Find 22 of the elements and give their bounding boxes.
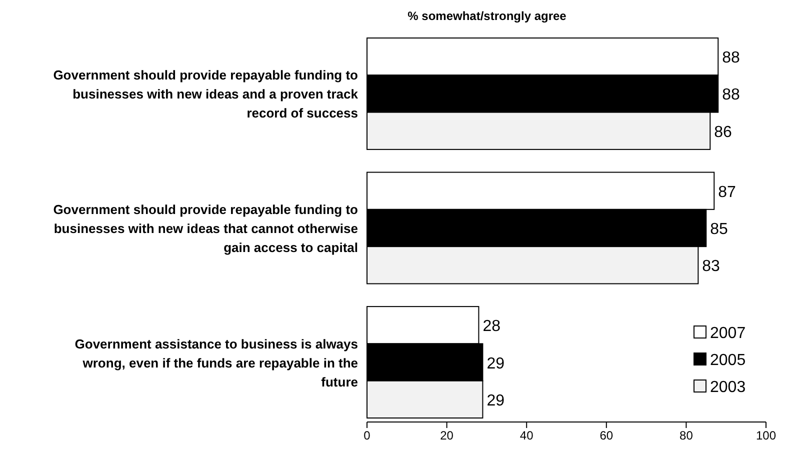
x-tick-label: 100 [756,428,776,443]
data-label: 85 [710,221,728,238]
data-label: 88 [722,50,740,67]
legend-label: 2003 [710,379,746,396]
data-label: 88 [722,86,740,104]
data-label: 29 [486,355,505,372]
data-label: 83 [702,258,720,276]
data-label: 29 [486,392,505,410]
x-tick-label: 40 [520,428,534,443]
x-tick-label: 60 [600,428,614,443]
legend-label: 2005 [710,352,746,369]
x-tick-label: 80 [680,428,694,443]
chart-title: % somewhat/strongly agree [408,9,567,23]
data-label: 28 [482,318,501,336]
y-tick-label: Government should provide repayable funding to businesses with new ideas that cannot otherwise gain access to capital [53,202,358,255]
x-tick-label: 0 [364,428,371,443]
y-tick-label: Government assistance to business is always wrong, even if the funds are repayable in the future [74,336,358,390]
data-label: 86 [714,124,732,141]
y-tick-label: Government should provide repayable funding to businesses with new ideas and a proven track record of success [53,68,359,121]
data-label: 87 [718,184,736,201]
legend-label: 2007 [710,325,746,342]
x-tick-label: 20 [440,428,454,443]
